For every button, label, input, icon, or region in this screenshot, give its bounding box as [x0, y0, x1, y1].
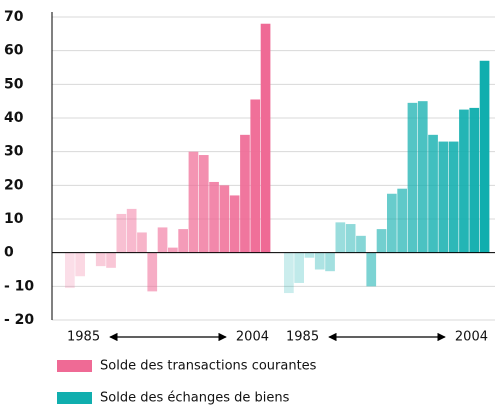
y-tick-label: 60	[4, 43, 24, 59]
bar	[106, 252, 116, 268]
legend-label: Solde des transactions courantes	[100, 359, 317, 374]
y-tick-label: 0	[4, 245, 14, 261]
bar	[325, 252, 335, 272]
bar	[407, 102, 418, 253]
y-tick-label: 20	[4, 177, 24, 193]
bar	[178, 229, 188, 253]
bar	[294, 252, 304, 283]
bar	[366, 252, 377, 287]
bar	[438, 141, 449, 253]
x-tick-label: 1985	[286, 330, 319, 345]
bar	[65, 252, 75, 289]
bar	[209, 181, 219, 253]
bar	[116, 213, 127, 253]
bar	[188, 151, 199, 253]
bar	[345, 224, 356, 253]
bar	[448, 141, 459, 253]
bar	[198, 155, 209, 253]
bar	[240, 134, 250, 253]
bar	[126, 208, 137, 253]
y-tick-label: 30	[4, 144, 24, 160]
bar	[376, 229, 387, 253]
bar	[397, 188, 407, 253]
bar	[95, 252, 106, 267]
bar	[157, 227, 168, 253]
y-tick-label: 50	[4, 76, 24, 92]
y-tick-label: 70	[4, 9, 24, 25]
bar	[75, 252, 85, 277]
legend-swatch	[57, 360, 92, 372]
bar	[250, 99, 261, 253]
bar	[387, 193, 397, 253]
bar	[469, 107, 480, 253]
y-tick-label: 40	[4, 110, 24, 126]
bar	[314, 252, 325, 270]
x-tick-label: 2004	[455, 330, 488, 345]
x-tick-label: 1985	[67, 330, 100, 345]
bar	[229, 195, 240, 253]
bar	[335, 222, 346, 253]
bar	[284, 252, 294, 294]
legend-swatch	[57, 392, 92, 404]
legend-label: Solde des échanges de biens	[100, 391, 290, 406]
y-tick-label: - 10	[4, 278, 34, 294]
y-tick-label: - 20	[4, 312, 34, 328]
bar	[260, 23, 271, 253]
bar	[147, 252, 158, 292]
x-tick-label: 2004	[236, 330, 269, 345]
bar	[417, 101, 428, 253]
bar	[428, 134, 438, 253]
bar	[168, 247, 178, 253]
bar	[219, 185, 230, 253]
bar	[137, 232, 147, 253]
bar	[304, 252, 315, 258]
bar	[356, 235, 366, 253]
y-tick-label: 10	[4, 211, 24, 227]
bar	[479, 60, 490, 253]
bar	[459, 109, 469, 253]
